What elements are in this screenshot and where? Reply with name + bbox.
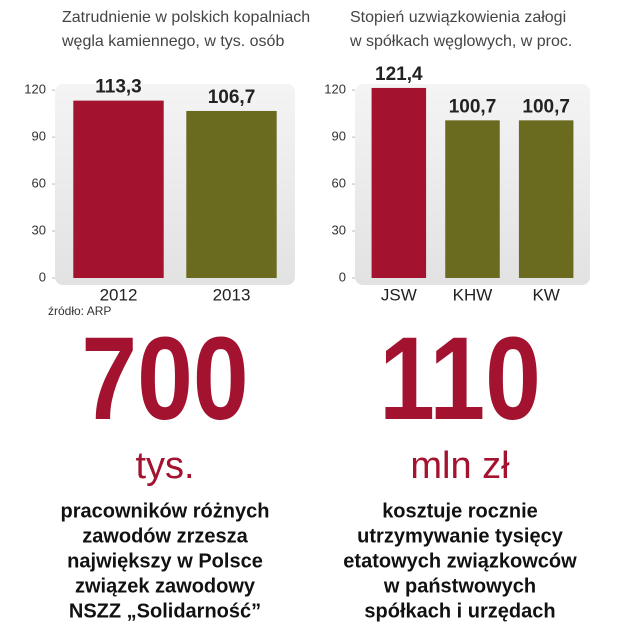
description-line: spółkach i urzędach [364, 600, 555, 622]
bar [518, 120, 574, 279]
chart-title: węgla kamiennego, w tys. osób [61, 33, 284, 50]
y-tick-label: 30 [32, 222, 46, 237]
value-label: 121,4 [375, 64, 423, 85]
big-number: 700 [81, 314, 248, 445]
big-number: 110 [379, 314, 541, 445]
x-tick-label: KHW [453, 285, 493, 304]
description-line: związek zawodowy [75, 575, 256, 597]
y-tick-label: 90 [332, 129, 346, 144]
y-tick-label: 90 [32, 129, 46, 144]
description-line: pracowników różnych [61, 500, 270, 522]
y-tick-label: 120 [24, 82, 46, 97]
value-label: 100,7 [449, 96, 497, 117]
chart-title: Zatrudnienie w polskich kopalniach [62, 9, 310, 26]
bar [371, 87, 427, 278]
description-line: utrzymywanie tysięcy [357, 525, 564, 547]
bar [186, 110, 277, 278]
chart-title: w spółkach węglowych, w proc. [349, 33, 572, 50]
x-tick-label: KW [532, 285, 559, 304]
y-tick-label: 60 [32, 176, 46, 191]
description-line: etatowych związkowców [343, 550, 577, 572]
y-tick-label: 30 [332, 222, 346, 237]
bar [73, 100, 164, 279]
description-line: zawodów zrzesza [82, 525, 248, 547]
description-line: największy w Polsce [67, 550, 263, 572]
x-tick-label: JSW [381, 285, 417, 304]
chart-title: Stopień uzwiązkowienia załogi [350, 9, 566, 26]
y-tick-label: 0 [339, 269, 346, 284]
value-label: 100,7 [522, 96, 570, 117]
description-line: NSZZ „Solidarność” [69, 600, 261, 622]
y-tick-label: 120 [324, 82, 346, 97]
source: źródło: ARP [48, 304, 111, 318]
description-line: kosztuje rocznie [382, 500, 538, 522]
x-tick-label: 2012 [100, 285, 138, 304]
value-label: 106,7 [208, 87, 256, 108]
x-tick-label: 2013 [213, 285, 251, 304]
unit: tys. [135, 445, 194, 487]
y-tick-label: 0 [39, 269, 46, 284]
description-line: w państwowych [383, 575, 536, 597]
y-tick-label: 60 [332, 176, 346, 191]
unit: mln zł [410, 445, 510, 487]
value-label: 113,3 [95, 77, 142, 98]
bar [445, 120, 500, 279]
